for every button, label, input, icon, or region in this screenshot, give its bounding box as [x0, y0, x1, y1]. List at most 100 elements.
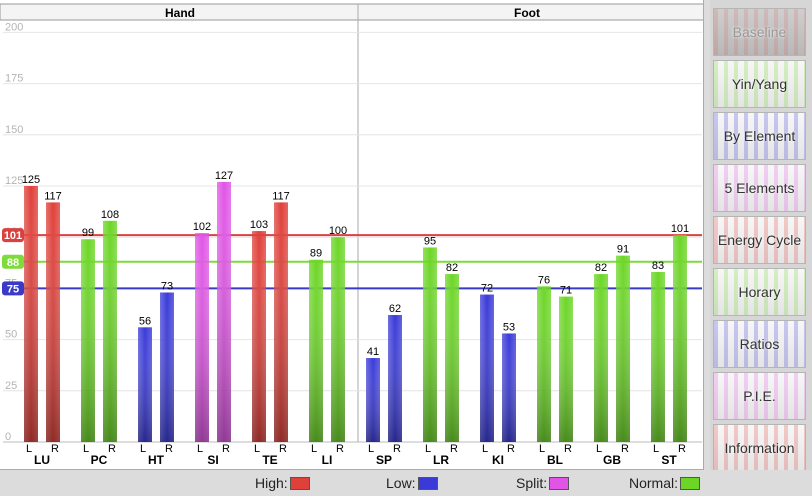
side-label: L: [26, 443, 32, 455]
bar-shade: [366, 358, 380, 442]
button-thumbnail-icon: [714, 165, 805, 211]
bar-shade: [81, 239, 95, 442]
bar-value-label: 73: [161, 280, 173, 292]
group-header-bar: [0, 3, 703, 21]
reference-badge-101: [2, 228, 24, 243]
sidebar-button-yin-yang[interactable]: Yin/Yang: [713, 60, 806, 108]
side-label: R: [564, 443, 572, 455]
button-thumbnail-icon: [714, 321, 805, 367]
legend-high: High:: [255, 475, 310, 491]
sidebar-button-by-element[interactable]: By Element: [713, 112, 806, 160]
bar-value-label: 108: [101, 209, 119, 221]
side-label: R: [165, 443, 173, 455]
category-label-LR: LR: [433, 453, 449, 467]
sidebar-button-horary[interactable]: Horary: [713, 268, 806, 316]
sidebar-button-label: P.I.E.: [743, 388, 776, 404]
side-label: R: [336, 443, 344, 455]
side-label: R: [279, 443, 287, 455]
legend-high-label: High:: [255, 475, 288, 491]
bar-value-label: 41: [367, 346, 379, 358]
side-label: R: [222, 443, 230, 455]
bar-shade: [480, 294, 494, 442]
bar-value-label: 100: [329, 225, 347, 237]
category-label-SP: SP: [376, 453, 392, 467]
button-thumbnail-icon: [714, 61, 805, 107]
category-label-ST: ST: [661, 453, 677, 467]
sidebar-button-label: By Element: [723, 128, 796, 144]
category-label-LU: LU: [34, 453, 50, 467]
side-label: R: [621, 443, 629, 455]
side-label: R: [108, 443, 116, 455]
bar-value-label: 91: [617, 244, 629, 256]
y-tick-label: 200: [5, 21, 23, 33]
bar-value-label: 95: [424, 235, 436, 247]
bar-shade: [594, 274, 608, 442]
sidebar-button-ratios[interactable]: Ratios: [713, 320, 806, 368]
bar-shade: [195, 233, 209, 442]
legend-low-label: Low:: [386, 475, 416, 491]
legend-normal: Normal:: [629, 475, 701, 491]
side-label: R: [51, 443, 59, 455]
reference-value: 75: [7, 283, 19, 295]
reference-badge-75: [2, 281, 24, 296]
category-label-SI: SI: [207, 453, 218, 467]
button-thumbnail-icon: [714, 9, 805, 55]
button-thumbnail-icon: [714, 269, 805, 315]
bar-value-label: 101: [671, 223, 689, 235]
legend-normal-label: Normal:: [629, 475, 679, 491]
legend-high-swatch: [289, 476, 310, 490]
bar-shade: [138, 327, 152, 442]
sidebar-button-5-elements[interactable]: 5 Elements: [713, 164, 806, 212]
legend-split-swatch: [549, 476, 570, 490]
y-tick-label: 0: [5, 431, 11, 443]
sidebar-button-label: Baseline: [732, 24, 787, 40]
y-tick-label: 175: [5, 73, 23, 85]
bar-value-label: 53: [503, 321, 515, 333]
bar-value-label: 117: [272, 190, 290, 202]
category-label-BL: BL: [547, 453, 563, 467]
bar-value-label: 99: [82, 227, 94, 239]
bar-value-label: 71: [560, 285, 572, 297]
bar-value-label: 76: [538, 274, 550, 286]
sidebar-button-p-i-e[interactable]: P.I.E.: [713, 372, 806, 420]
bar-value-label: 82: [595, 262, 607, 274]
button-thumbnail-icon: [714, 373, 805, 419]
sidebar-button-information[interactable]: Information: [713, 424, 806, 472]
side-label: L: [254, 443, 260, 455]
sidebar-button-label: Information: [724, 440, 795, 456]
reference-badge-88: [2, 254, 24, 269]
legend-normal-swatch: [680, 476, 701, 490]
sidebar-button-energy-cycle[interactable]: Energy Cycle: [713, 216, 806, 264]
side-label: L: [482, 443, 488, 455]
chart-svg: HandFoot02550751001251501752001018875125…: [0, 3, 703, 467]
side-label: L: [539, 443, 545, 455]
bar-shade: [309, 259, 323, 442]
reference-value: 101: [4, 230, 22, 242]
side-label: L: [596, 443, 602, 455]
side-label: L: [197, 443, 203, 455]
bar-value-label: 117: [44, 190, 62, 202]
sidebar-button-baseline[interactable]: Baseline: [713, 8, 806, 56]
category-label-PC: PC: [91, 453, 108, 467]
bar-shade: [423, 247, 437, 442]
bar-shade: [160, 292, 174, 442]
bar-shade: [616, 255, 630, 442]
bar-value-label: 72: [481, 283, 493, 295]
legend-split-label: Split:: [516, 475, 548, 491]
view-sidebar: Baseline Yin/Yang By Element 5 Elements Ener…: [710, 0, 812, 472]
y-tick-label: 25: [5, 380, 17, 392]
bar-shade: [46, 202, 60, 442]
bar-value-label: 102: [193, 221, 211, 233]
bar-shade: [274, 202, 288, 442]
group-header-foot: Foot: [514, 6, 540, 20]
y-tick-label: 50: [5, 329, 17, 341]
sidebar-button-label: Energy Cycle: [717, 232, 802, 248]
legend-low-swatch: [417, 476, 438, 490]
sidebar-button-label: 5 Elements: [724, 180, 795, 196]
bar-shade: [445, 274, 459, 442]
sidebar-button-label: Yin/Yang: [731, 76, 788, 92]
bar-value-label: 89: [310, 248, 322, 260]
side-label: L: [83, 443, 89, 455]
bar-shade: [673, 235, 687, 442]
bar-shade: [103, 220, 117, 442]
